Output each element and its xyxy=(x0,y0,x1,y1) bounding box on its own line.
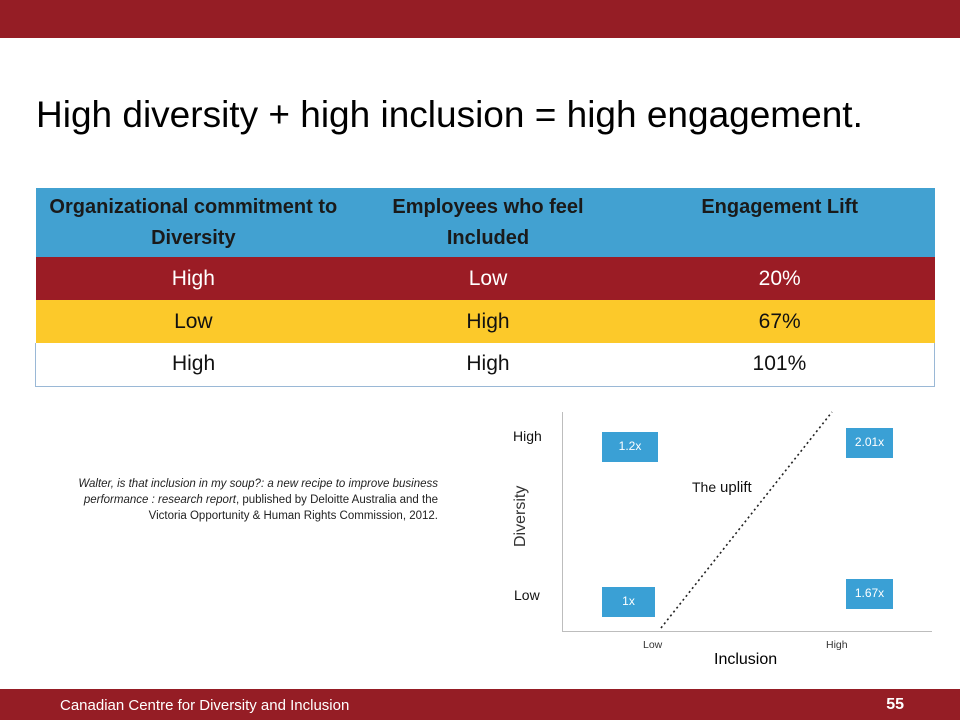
table-row: Low High 67% xyxy=(35,300,935,343)
table-cell: High xyxy=(351,300,625,343)
y-tick-low: Low xyxy=(514,587,540,603)
uplift-word: uplift xyxy=(720,479,752,496)
table-header-row: Organizational commitment to Diversity E… xyxy=(35,188,935,257)
footer-organization: Canadian Centre for Diversity and Inclus… xyxy=(60,697,350,714)
table-cell: High xyxy=(35,257,352,300)
uplift-prefix: The xyxy=(692,479,717,495)
table-cell: Low xyxy=(35,300,352,343)
citation-publisher: , published by Deloitte Australia and th… xyxy=(148,494,438,522)
table-row: High High 101% xyxy=(35,343,935,387)
x-axis-title: Inclusion xyxy=(714,651,778,668)
box-high-diversity-low-inclusion: 1.2x xyxy=(602,432,658,462)
header-engagement-lift: Engagement Lift xyxy=(624,188,935,257)
citation: Walter, is that inclusion in my soup?: a… xyxy=(52,476,438,524)
table-cell: 67% xyxy=(624,300,935,343)
quadrant-axes xyxy=(562,412,932,632)
header-diversity: Organizational commitment to Diversity xyxy=(35,188,352,257)
slide-title: High diversity + high inclusion = high e… xyxy=(36,94,863,135)
x-tick-high: High xyxy=(826,639,848,651)
header-included: Employees who feel Included xyxy=(351,188,625,257)
table-cell: 101% xyxy=(624,343,935,387)
y-tick-high: High xyxy=(513,428,542,444)
top-banner xyxy=(0,0,960,38)
citation-title: Walter, is that inclusion in my soup?: a… xyxy=(78,478,438,506)
table-cell: 20% xyxy=(624,257,935,300)
y-axis-title: Diversity xyxy=(512,485,529,547)
box-high-diversity-high-inclusion: 2.01x xyxy=(846,428,893,458)
table-cell: High xyxy=(35,343,352,387)
box-low-diversity-low-inclusion: 1x xyxy=(602,587,655,617)
footer-banner xyxy=(0,689,960,720)
page-number: 55 xyxy=(886,696,904,713)
table-cell: Low xyxy=(351,257,625,300)
table-row: High Low 20% xyxy=(35,257,935,300)
x-tick-low: Low xyxy=(643,639,663,651)
engagement-table: Organizational commitment to Diversity E… xyxy=(35,188,935,387)
uplift-label: The uplift xyxy=(692,479,752,496)
box-low-diversity-high-inclusion: 1.67x xyxy=(846,579,893,609)
table-cell: High xyxy=(351,343,625,387)
